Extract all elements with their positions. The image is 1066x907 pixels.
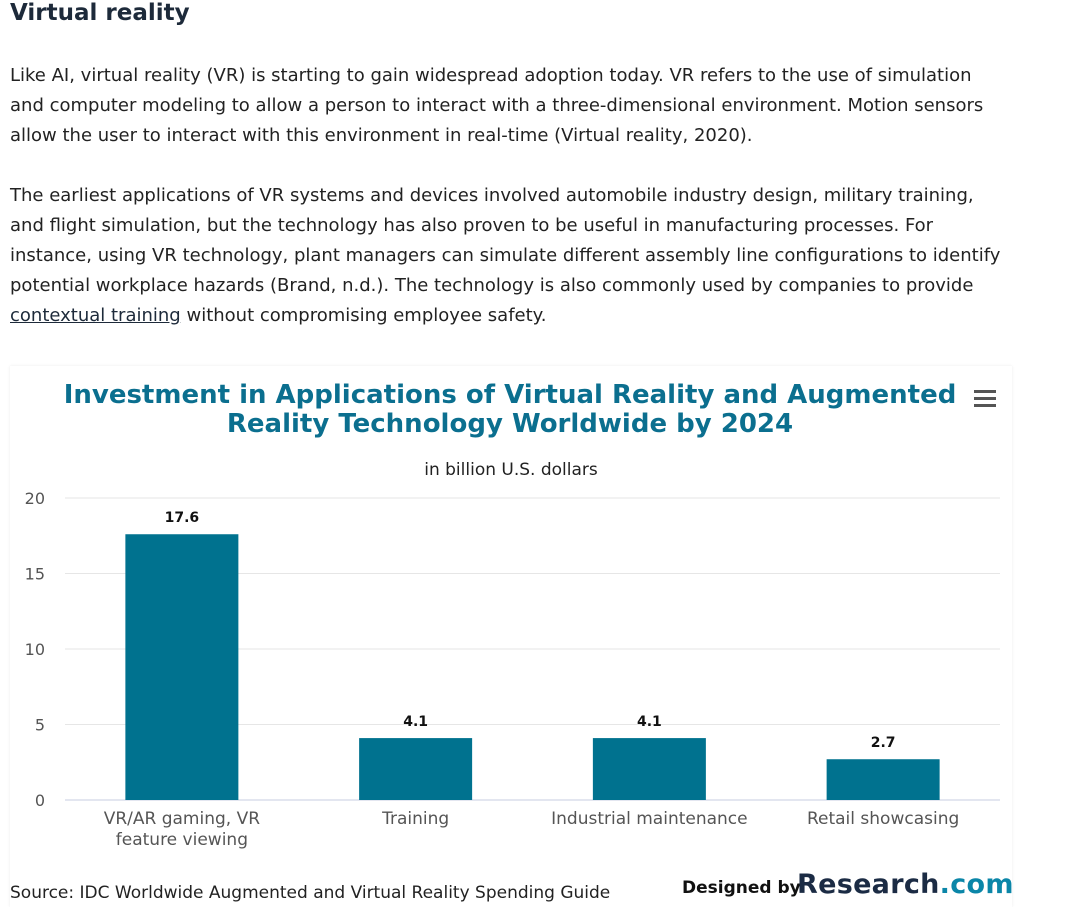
brand-name: Research [797,869,940,900]
y-tick-label: 5 [35,716,45,735]
bar [359,738,473,800]
bar [592,738,706,800]
paragraph-intro: Like AI, virtual reality (VR) is startin… [10,65,984,146]
chart-container: Investment in Applications of Virtual Re… [10,366,1012,907]
y-tick-label: 15 [25,565,45,584]
bar [826,759,940,800]
hamburger-menu-icon[interactable] [974,390,996,408]
source-note: Source: IDC Worldwide Augmented and Virt… [10,883,611,903]
brand-suffix: .com [939,869,1014,900]
section-heading: Virtual reality [10,0,190,26]
data-label: 4.1 [637,714,662,730]
bar [125,534,239,800]
y-tick-label: 20 [25,489,45,508]
contextual-training-link[interactable]: contextual training [10,305,181,326]
bar-chart-plot: 0 5 10 15 20 17.6 VR/AR gaming, VR feature view… [25,489,1000,850]
x-tick-label: Industrial maintenance [551,809,748,829]
x-tick-label: Retail showcasing [807,809,959,829]
designed-by-label: Designed by [682,878,801,898]
paragraph-applications: The earliest applications of VR systems … [10,181,1010,331]
paragraph-text-end: without compromising employee safety. [180,305,547,326]
data-label: 17.6 [165,510,200,526]
paragraph-text: The earliest applications of VR systems … [10,185,1001,296]
y-tick-label: 10 [25,640,45,659]
brand-logo: Research.com [797,869,1014,900]
chart-title: Investment in Applications of Virtual Re… [63,380,957,439]
chart-subtitle: in billion U.S. dollars [424,460,598,480]
data-label: 4.1 [403,714,428,730]
x-tick-label: VR/AR gaming, VR feature viewing [104,809,261,850]
y-tick-label: 0 [35,791,45,810]
data-label: 2.7 [871,735,896,751]
x-tick-label: Training [381,809,449,829]
